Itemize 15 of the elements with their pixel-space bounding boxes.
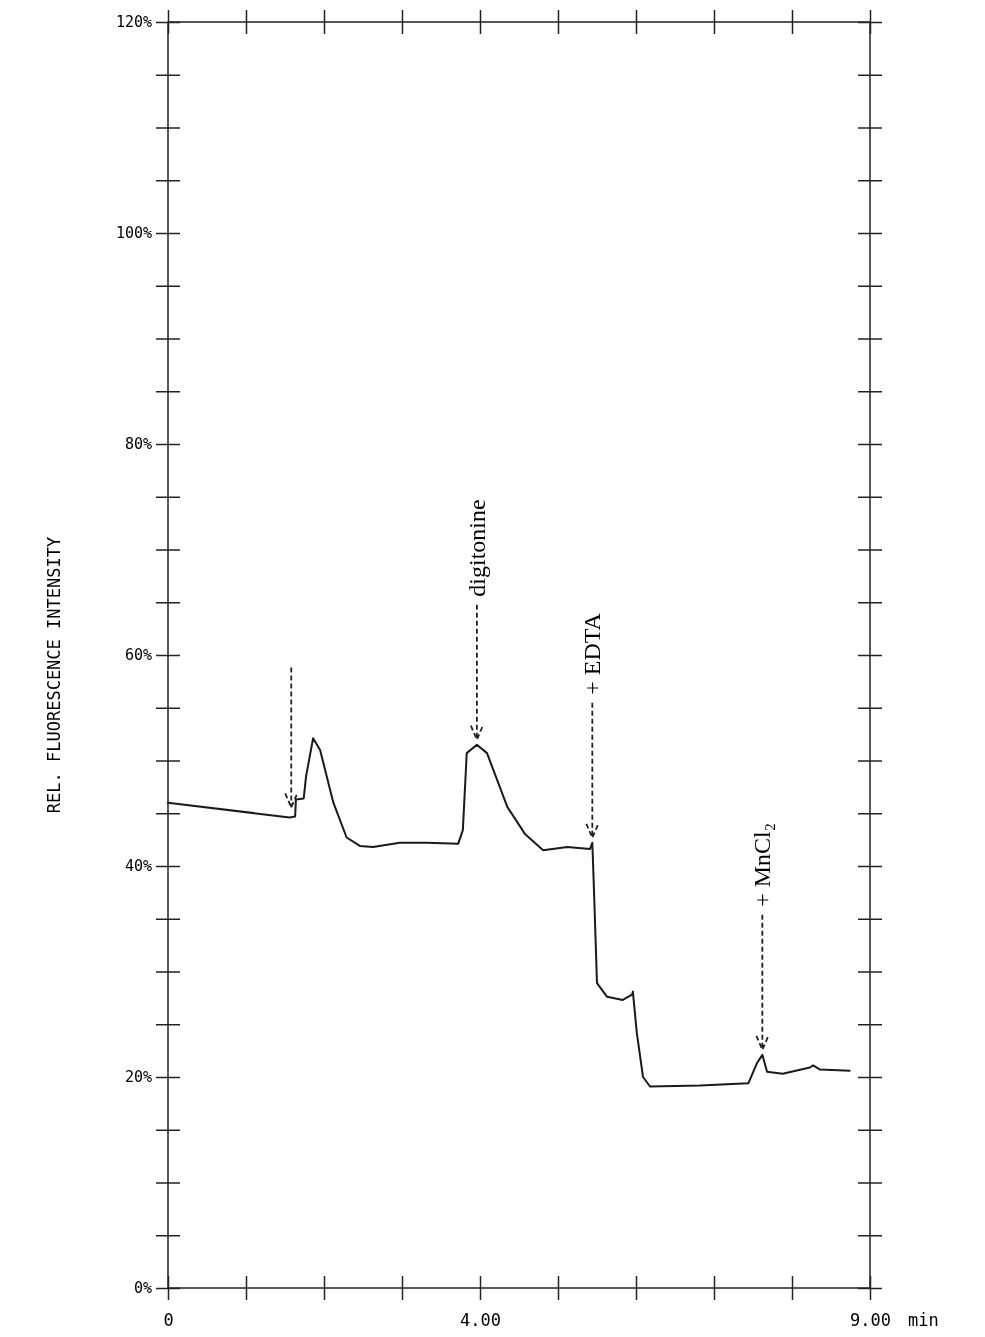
y-tick-label: 80% [124, 435, 152, 454]
annotation: + EDTA [579, 612, 606, 695]
annotation: digitonine [463, 499, 490, 597]
y-axis-title: REL. FLUORESCENCE INTENSITY [44, 536, 64, 814]
y-tick-label: 120% [115, 13, 152, 32]
y-tick-label: 0% [133, 1279, 152, 1298]
x-tick-label: 9.00 [850, 1310, 891, 1331]
y-tick-label: 40% [124, 857, 152, 876]
x-tick-label: 4.00 [460, 1310, 501, 1331]
x-axis-title: min [908, 1310, 939, 1330]
y-tick-label: 20% [124, 1068, 152, 1087]
y-tick-label: 100% [115, 224, 152, 243]
annotation: + MnCl₂ [749, 822, 776, 907]
y-tick-label: 60% [124, 646, 152, 665]
x-tick-label: 0 [163, 1310, 174, 1331]
